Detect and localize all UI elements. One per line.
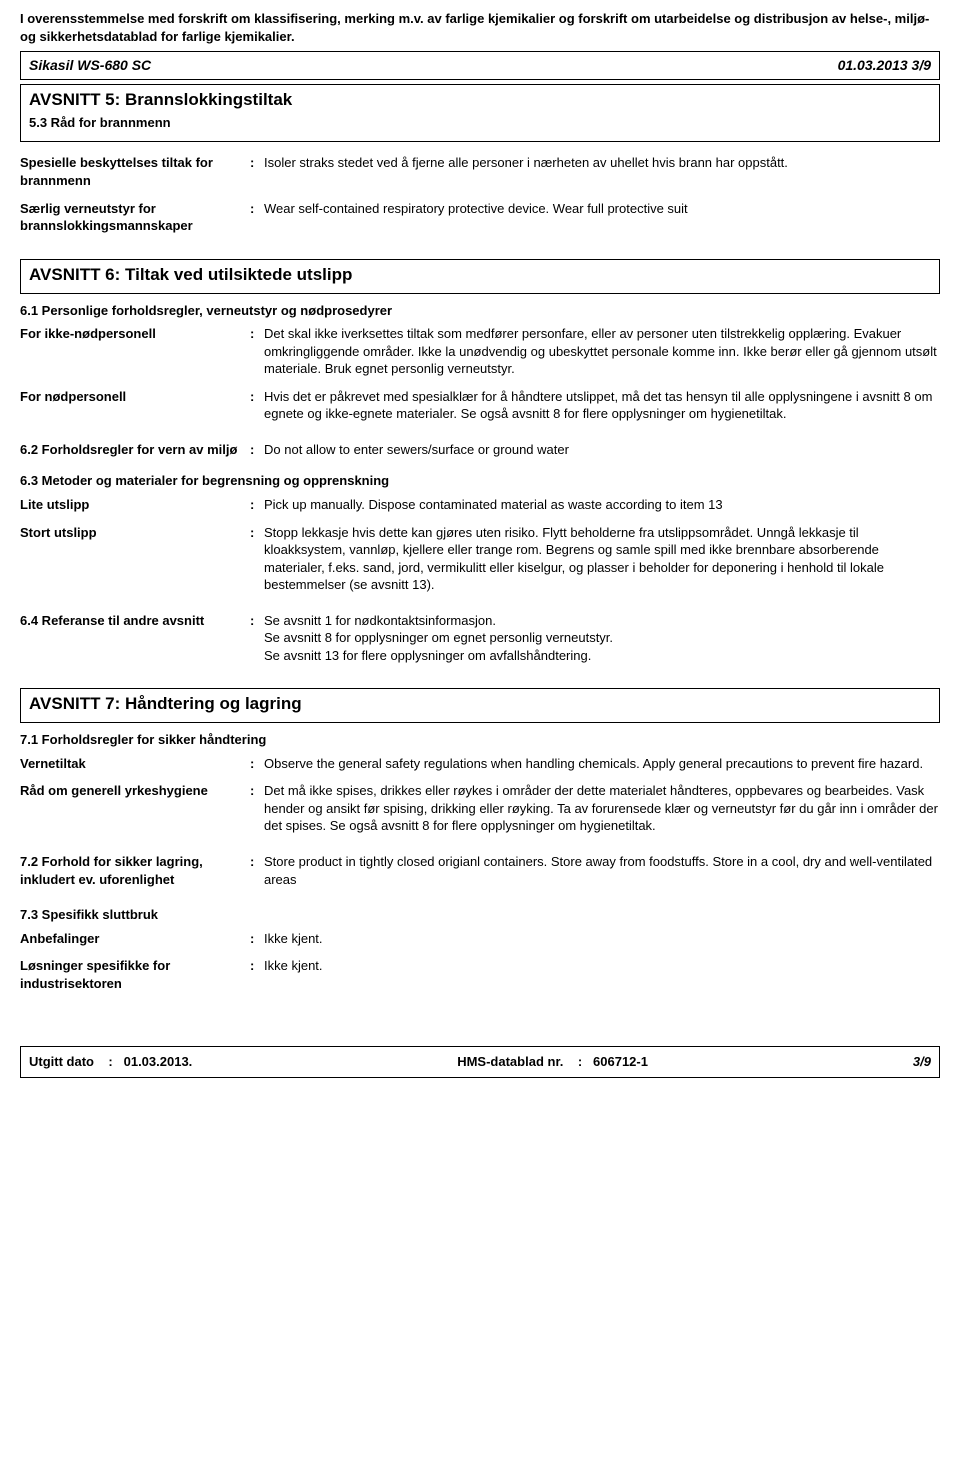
label: Vernetiltak [20, 755, 250, 773]
footer-utgitt-value: 01.03.2013. [124, 1054, 193, 1069]
section-7-title: AVSNITT 7: Håndtering og lagring [29, 693, 931, 716]
footer-hms-label: HMS-datablad nr. [457, 1054, 563, 1069]
footer-left: Utgitt dato : 01.03.2013. [29, 1053, 192, 1071]
section-6-3-sub: 6.3 Metoder og materialer for begrensnin… [20, 472, 940, 490]
row-7-2-forhold: 7.2 Forhold for sikker lagring, inkluder… [20, 853, 940, 888]
section-5-title: AVSNITT 5: Brannslokkingstiltak [29, 89, 931, 112]
row-rad-generell-yrkeshygiene: Råd om generell yrkeshygiene : Det må ik… [20, 782, 940, 835]
section-7-3-sub: 7.3 Spesifikk sluttbruk [20, 906, 940, 924]
date-page: 01.03.2013 3/9 [838, 56, 931, 75]
row-vernetiltak: Vernetiltak : Observe the general safety… [20, 755, 940, 773]
row-anbefalinger: Anbefalinger : Ikke kjent. [20, 930, 940, 948]
colon: : [250, 496, 264, 514]
value: Ikke kjent. [264, 930, 940, 948]
section-5-box: AVSNITT 5: Brannslokkingstiltak 5.3 Råd … [20, 84, 940, 142]
label: Stort utslipp [20, 524, 250, 594]
footer-bar: Utgitt dato : 01.03.2013. HMS-datablad n… [20, 1046, 940, 1078]
label: 6.2 Forholdsregler for vern av miljø [20, 441, 250, 459]
row-nodpersonell: For nødpersonell : Hvis det er påkrevet … [20, 388, 940, 423]
colon: : [250, 154, 264, 189]
row-spesielle-beskyttelses: Spesielle beskyttelses tiltak for brannm… [20, 154, 940, 189]
label: Anbefalinger [20, 930, 250, 948]
colon: : [250, 200, 264, 235]
footer-utgitt-label: Utgitt dato [29, 1054, 94, 1069]
colon: : [250, 524, 264, 594]
row-stort-utslipp: Stort utslipp : Stopp lekkasje hvis dett… [20, 524, 940, 594]
value: Se avsnitt 1 for nødkontaktsinformasjon.… [264, 612, 940, 665]
section-6-1-sub: 6.1 Personlige forholdsregler, verneutst… [20, 302, 940, 320]
footer-page: 3/9 [913, 1053, 931, 1071]
section-7-content: 7.1 Forholdsregler for sikker håndtering… [20, 729, 940, 1016]
value: Stopp lekkasje hvis dette kan gjøres ute… [264, 524, 940, 594]
label: Spesielle beskyttelses tiltak for brannm… [20, 154, 250, 189]
label: Råd om generell yrkeshygiene [20, 782, 250, 835]
value: Pick up manually. Dispose contaminated m… [264, 496, 940, 514]
value: Observe the general safety regulations w… [264, 755, 940, 773]
row-losninger-industrisektoren: Løsninger spesifikke for industrisektore… [20, 957, 940, 992]
colon: : [250, 853, 264, 888]
row-lite-utslipp: Lite utslipp : Pick up manually. Dispose… [20, 496, 940, 514]
title-bar: Sikasil WS-680 SC 01.03.2013 3/9 [20, 51, 940, 80]
colon: : [250, 325, 264, 378]
footer-hms-value: 606712-1 [593, 1054, 648, 1069]
section-5-3-sub: 5.3 Råd for brannmenn [29, 114, 931, 132]
colon: : [250, 755, 264, 773]
footer-mid: HMS-datablad nr. : 606712-1 [457, 1053, 648, 1071]
label: Løsninger spesifikke for industrisektore… [20, 957, 250, 992]
value: Wear self-contained respiratory protecti… [264, 200, 940, 235]
product-name: Sikasil WS-680 SC [29, 56, 151, 75]
label: Særlig verneutstyr for brannslokkingsman… [20, 200, 250, 235]
value: Do not allow to enter sewers/surface or … [264, 441, 940, 459]
colon: : [250, 930, 264, 948]
colon: : [250, 441, 264, 459]
section-6-title: AVSNITT 6: Tiltak ved utilsiktede utslip… [29, 264, 931, 287]
section-5-content: Spesielle beskyttelses tiltak for brannm… [20, 148, 940, 258]
label: 6.4 Referanse til andre avsnitt [20, 612, 250, 665]
value: Ikke kjent. [264, 957, 940, 992]
label: For ikke-nødpersonell [20, 325, 250, 378]
value: Store product in tightly closed origianl… [264, 853, 940, 888]
label: Lite utslipp [20, 496, 250, 514]
section-7-box: AVSNITT 7: Håndtering og lagring [20, 688, 940, 723]
label: 7.2 Forhold for sikker lagring, inkluder… [20, 853, 250, 888]
value: Isoler straks stedet ved å fjerne alle p… [264, 154, 940, 189]
value: Det skal ikke iverksettes tiltak som med… [264, 325, 940, 378]
section-7-1-sub: 7.1 Forholdsregler for sikker håndtering [20, 731, 940, 749]
regulation-intro: I overensstemmelse med forskrift om klas… [20, 10, 940, 45]
row-6-4-referanse: 6.4 Referanse til andre avsnitt : Se avs… [20, 612, 940, 665]
section-6-content: 6.1 Personlige forholdsregler, verneutst… [20, 300, 940, 689]
row-ikke-nodpersonell: For ikke-nødpersonell : Det skal ikke iv… [20, 325, 940, 378]
colon: : [250, 612, 264, 665]
row-saerlig-verneutstyr: Særlig verneutstyr for brannslokkingsman… [20, 200, 940, 235]
colon: : [250, 957, 264, 992]
label: For nødpersonell [20, 388, 250, 423]
section-6-box: AVSNITT 6: Tiltak ved utilsiktede utslip… [20, 259, 940, 294]
value: Hvis det er påkrevet med spesialklær for… [264, 388, 940, 423]
colon: : [250, 782, 264, 835]
value: Det må ikke spises, drikkes eller røykes… [264, 782, 940, 835]
colon: : [250, 388, 264, 423]
row-6-2-forholdsregler: 6.2 Forholdsregler for vern av miljø : D… [20, 441, 940, 459]
